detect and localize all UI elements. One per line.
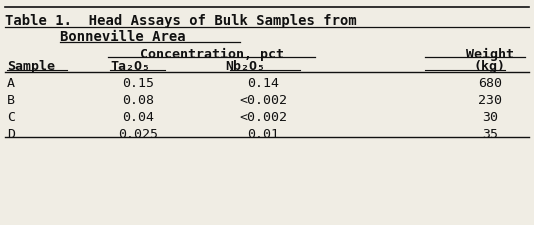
Text: 0.15: 0.15 (122, 77, 154, 90)
Text: Table 1.  Head Assays of Bulk Samples from: Table 1. Head Assays of Bulk Samples fro… (5, 14, 357, 28)
Text: B: B (7, 94, 15, 106)
Text: 30: 30 (482, 110, 498, 124)
Text: 0.025: 0.025 (118, 127, 158, 140)
Text: 230: 230 (478, 94, 502, 106)
Text: D: D (7, 127, 15, 140)
Text: 0.14: 0.14 (247, 77, 279, 90)
Text: 0.08: 0.08 (122, 94, 154, 106)
Text: <0.002: <0.002 (239, 110, 287, 124)
Text: <0.002: <0.002 (239, 94, 287, 106)
Text: Ta₂O₅: Ta₂O₅ (110, 60, 150, 73)
Text: A: A (7, 77, 15, 90)
Text: 680: 680 (478, 77, 502, 90)
Text: Sample: Sample (7, 60, 55, 73)
Text: Bonneville Area: Bonneville Area (60, 30, 186, 44)
Text: C: C (7, 110, 15, 124)
Text: Weight: Weight (466, 48, 514, 61)
Text: 35: 35 (482, 127, 498, 140)
Text: 0.04: 0.04 (122, 110, 154, 124)
Text: Concentration, pct: Concentration, pct (140, 48, 285, 61)
Text: (kg): (kg) (474, 60, 506, 73)
Text: 0.01: 0.01 (247, 127, 279, 140)
Text: Nb₂O₅: Nb₂O₅ (225, 60, 265, 73)
